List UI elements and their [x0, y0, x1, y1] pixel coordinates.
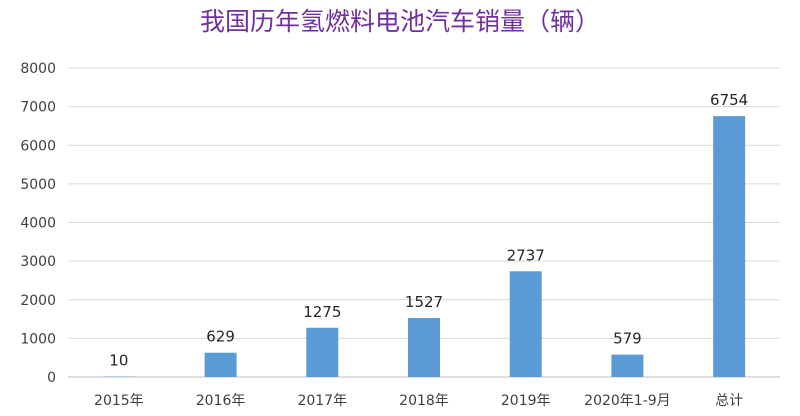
y-tick-label: 2000 — [20, 293, 56, 309]
data-label: 10 — [109, 352, 128, 370]
bar — [509, 271, 542, 377]
data-label: 6754 — [710, 91, 748, 109]
y-tick-label: 3000 — [20, 254, 56, 270]
y-axis-ticks: 0 1000 2000 3000 4000 5000 6000 7000 8000 — [20, 61, 56, 386]
y-tick-label: 7000 — [20, 100, 56, 116]
data-label: 1527 — [405, 293, 443, 311]
x-category-label: 2018年 — [399, 393, 449, 409]
data-labels: 10 629 1275 1527 2737 579 6754 — [109, 91, 748, 369]
bar — [204, 352, 237, 377]
data-label: 629 — [206, 328, 235, 346]
y-tick-label: 0 — [47, 370, 56, 386]
bar — [306, 327, 339, 377]
y-tick-label: 4000 — [20, 216, 56, 232]
bars — [102, 116, 746, 378]
x-category-label: 2016年 — [196, 393, 246, 409]
x-axis-categories: 2015年 2016年 2017年 2018年 2019年 2020年1-9月 总计 — [94, 393, 743, 409]
y-tick-label: 6000 — [20, 138, 56, 154]
data-label: 1275 — [303, 303, 341, 321]
chart-title: 我国历年氢燃料电池汽车销量（辆） — [200, 7, 600, 36]
bar — [408, 318, 440, 377]
data-label: 579 — [613, 330, 642, 348]
x-category-label: 2015年 — [94, 393, 144, 409]
x-category-label: 2017年 — [297, 393, 347, 409]
gridlines — [68, 67, 780, 339]
y-tick-label: 8000 — [20, 61, 56, 77]
bar — [713, 116, 746, 378]
y-tick-label: 5000 — [20, 177, 56, 193]
data-label: 2737 — [507, 246, 545, 264]
x-category-label: 2019年 — [501, 393, 551, 409]
x-category-label: 总计 — [715, 393, 743, 409]
bar — [611, 354, 644, 377]
y-tick-label: 1000 — [20, 331, 56, 347]
x-category-label: 2020年1-9月 — [584, 393, 671, 409]
